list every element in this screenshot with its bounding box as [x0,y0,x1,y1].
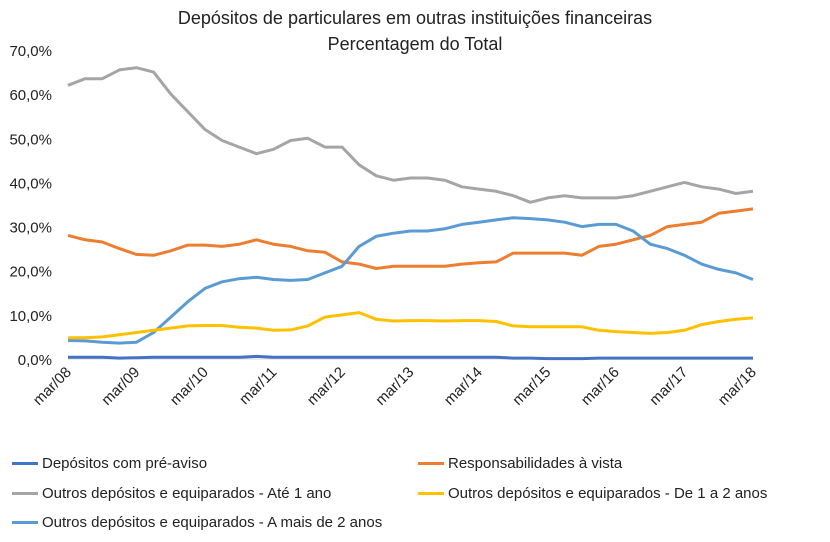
legend-entry: Outros depósitos e equiparados - A mais … [12,514,382,531]
legend-label: Outros depósitos e equiparados - A mais … [42,514,383,531]
legend-label: Depósitos com pré-aviso [42,455,208,472]
y-tick-label: 20,0% [9,264,52,281]
series-line-2 [67,66,754,204]
x-tick-label: mar/16 [578,364,623,409]
legend-swatch [12,492,38,495]
x-tick-label: mar/15 [509,364,554,409]
x-tick-label: mar/08 [30,364,75,409]
y-tick-label: 60,0% [9,87,52,104]
legend-entry: Outros depósitos e equiparados - De 1 a … [418,485,767,502]
chart-title: Depósitos de particulares em outras inst… [177,8,653,28]
x-tick-label: mar/12 [304,364,349,409]
y-tick-label: 30,0% [9,220,52,237]
legend-entry: Responsabilidades à vista [418,455,622,472]
legend-swatch [12,521,38,524]
plot-area: 0,0% 10,0% 20,0% 30,0% 40,0% 50,0% 60,0% 70,0% m… [9,43,760,409]
series-line-0 [68,354,753,361]
legend-swatch [418,492,444,495]
legend-label: Outros depósitos e equiparados - De 1 a … [448,485,768,502]
x-tick-label: mar/10 [167,364,212,409]
x-tick-label: mar/13 [372,364,417,409]
y-tick-label: 10,0% [9,308,52,325]
x-tick-label: mar/17 [646,364,691,409]
x-tick-label: mar/14 [441,364,486,409]
y-tick-label: 50,0% [9,131,52,148]
y-tick-label: 0,0% [18,352,52,369]
series-line-1 [67,207,754,270]
legend-entry: Depósitos com pré-aviso [12,455,207,472]
x-tick-label: mar/11 [236,364,280,408]
legend-swatch [418,462,444,465]
legend-swatch [12,462,38,465]
x-tick-label: mar/18 [715,364,760,409]
series-line-4 [67,216,754,345]
chart-subtitle: Percentagem do Total [327,34,503,54]
y-tick-label: 40,0% [9,175,52,192]
y-tick-label: 70,0% [9,43,52,60]
legend-label: Outros depósitos e equiparados - Até 1 a… [42,485,332,502]
x-tick-label: mar/09 [98,364,143,409]
series-line-3 [68,311,754,340]
legend-label: Responsabilidades à vista [448,455,623,472]
legend-entry: Outros depósitos e equiparados - Até 1 a… [12,485,331,502]
